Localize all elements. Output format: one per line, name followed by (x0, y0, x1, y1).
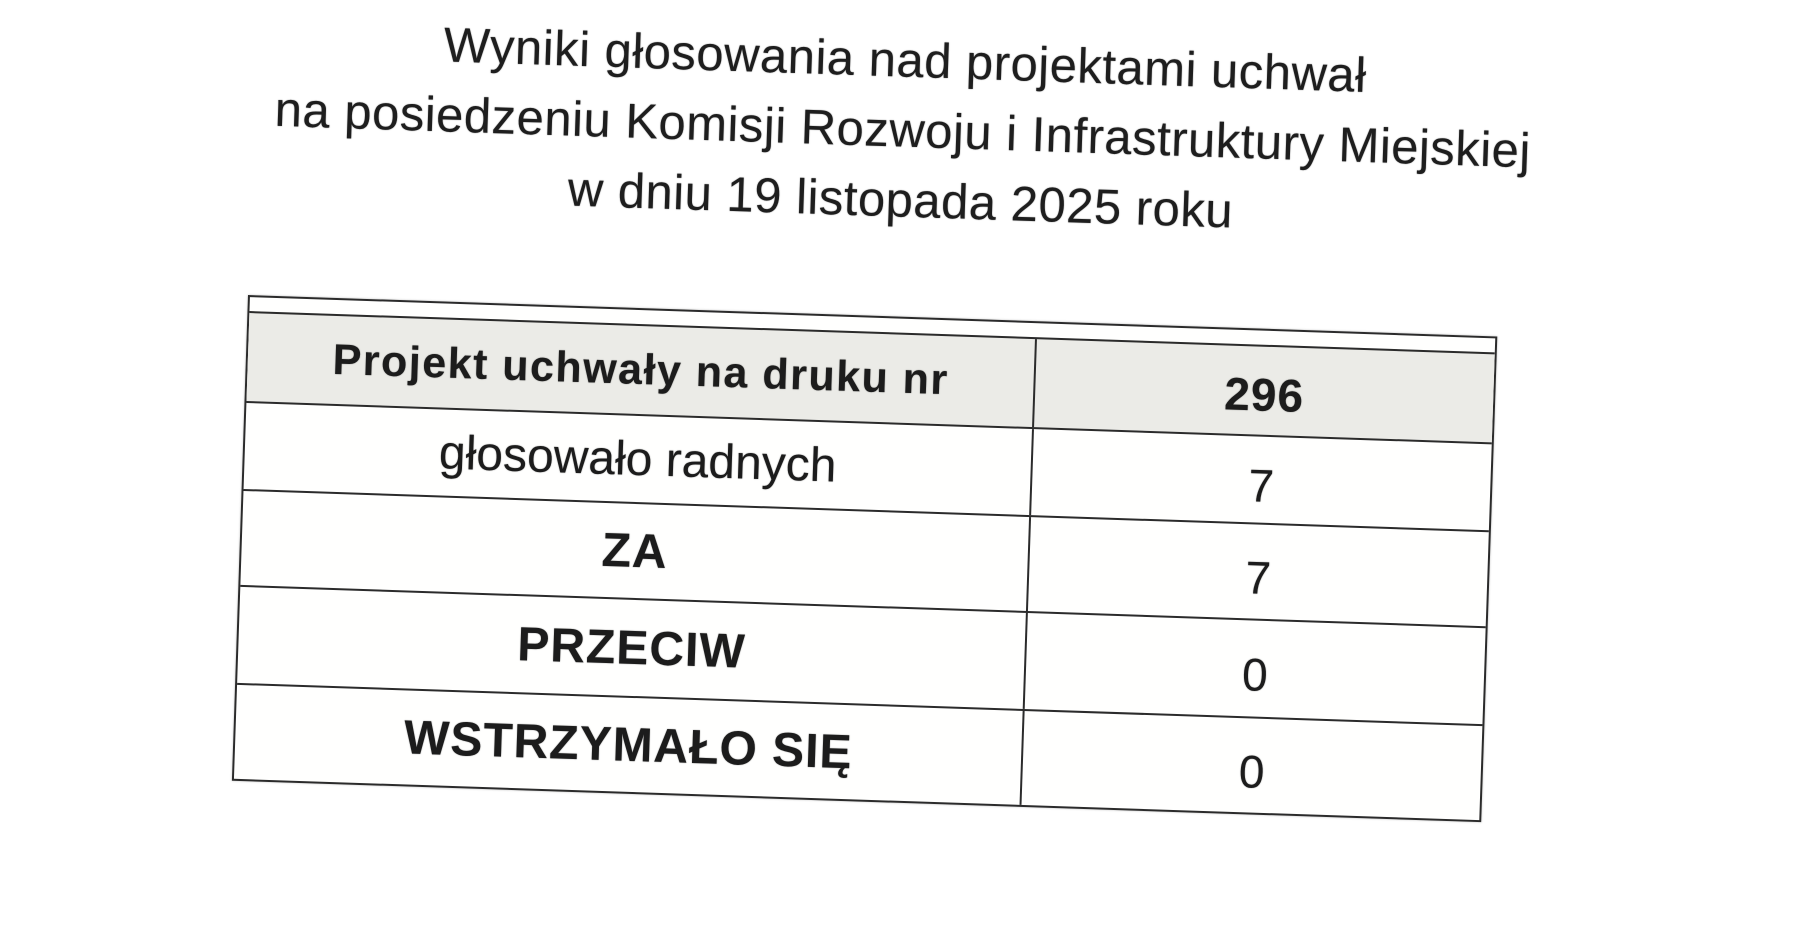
vote-results-table: Projekt uchwały na druku nr 296 głosował… (231, 295, 1498, 823)
row-value: 7 (1247, 459, 1275, 513)
row-value: 0 (1238, 745, 1266, 798)
document-title: Wyniki głosowania nad projektami uchwał … (39, 0, 1767, 264)
header-value-cell: 296 (1223, 367, 1305, 423)
row-value: 0 (1241, 648, 1269, 702)
row-value: 7 (1244, 551, 1272, 605)
